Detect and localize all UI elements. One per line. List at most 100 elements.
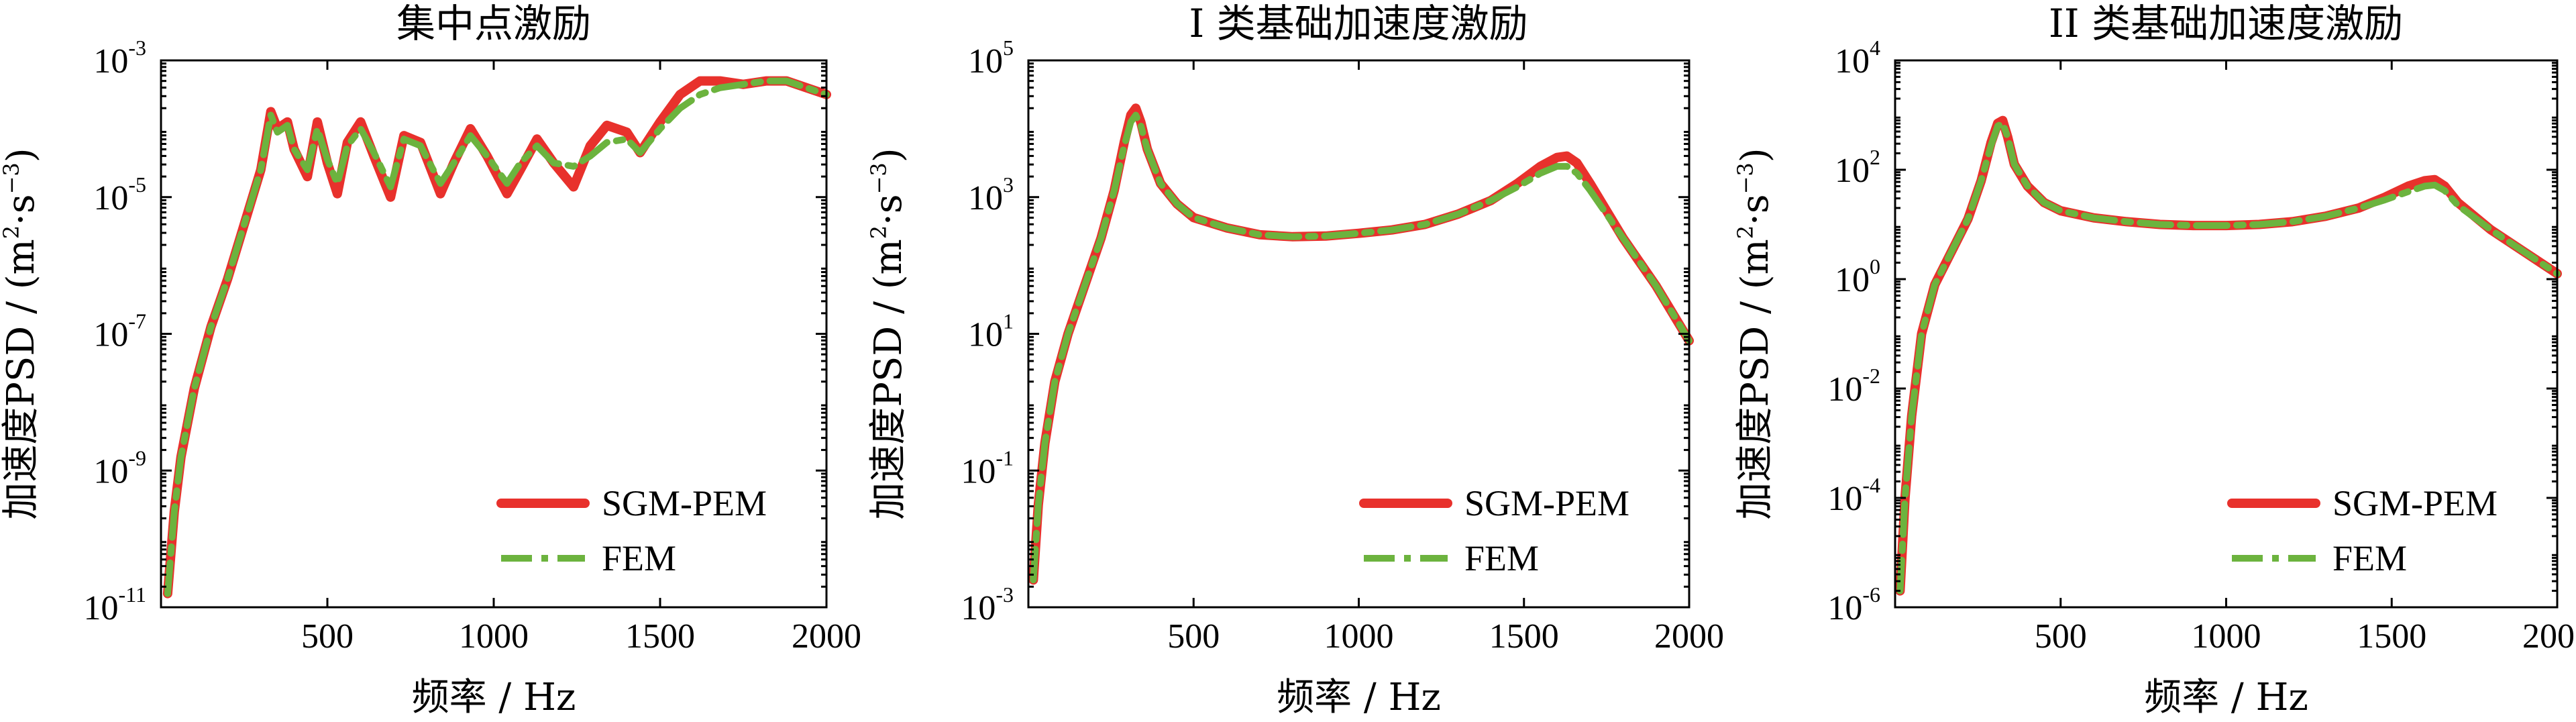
y-label-sup-2: −3	[866, 162, 892, 194]
y-tick-base: 10	[961, 589, 996, 627]
x-tick-label: 2000	[2522, 617, 2576, 656]
y-tick-base: 10	[93, 452, 128, 491]
y-tick-exponent: 2	[1870, 145, 1880, 169]
y-tick-label: 10-1	[961, 446, 1014, 491]
y-label-sup-1: 2	[1733, 225, 1758, 239]
x-tick-label: 2000	[792, 617, 861, 656]
x-tick-label: 2000	[1654, 617, 1724, 656]
x-axis-label: 频率 / Hz	[2144, 676, 2308, 719]
y-tick-exponent: -3	[996, 582, 1014, 607]
legend: SGM-PEM FEM	[1359, 483, 1629, 578]
y-tick-exponent: -5	[128, 172, 146, 197]
y-tick-exponent: -6	[1862, 582, 1880, 607]
y-tick-label: 105	[968, 36, 1014, 81]
legend: SGM-PEM FEM	[496, 483, 767, 578]
y-label-prefix: 加速度PSD / (m	[0, 239, 43, 519]
x-tick-label: 500	[2035, 617, 2087, 656]
y-label-sup-1: 2	[0, 225, 24, 239]
y-tick-label: 10-3	[961, 582, 1014, 627]
legend: SGM-PEM FEM	[2227, 483, 2498, 578]
y-tick-exponent: 0	[1870, 254, 1880, 278]
y-tick-base: 10	[968, 179, 1003, 217]
y-axis-label: 加速度PSD / (m2·s−3)	[1733, 148, 1777, 519]
chart-title: 集中点激励	[396, 1, 591, 46]
y-label-suffix: )	[0, 148, 43, 162]
y-tick-exponent: -2	[1862, 364, 1880, 388]
y-tick-label: 10-9	[93, 446, 146, 491]
legend-label-fem: FEM	[2332, 538, 2407, 578]
y-tick-base: 10	[968, 42, 1003, 81]
y-tick-exponent: -11	[119, 582, 146, 607]
y-tick-label: 10-3	[93, 36, 146, 81]
x-axis-label: 频率 / Hz	[1277, 676, 1441, 719]
x-tick-label: 500	[301, 617, 354, 656]
y-tick-exponent: -9	[128, 446, 146, 470]
legend-label-fem: FEM	[602, 538, 676, 578]
y-label-prefix: 加速度PSD / (m	[867, 239, 910, 519]
y-label-mid: ·s	[0, 194, 43, 225]
y-tick-base: 10	[1827, 480, 1862, 518]
x-tick-label: 1000	[1324, 617, 1394, 656]
y-label-prefix: 加速度PSD / (m	[1733, 239, 1777, 519]
x-tick-label: 1000	[459, 617, 529, 656]
y-label-sup-2: −3	[1733, 162, 1758, 194]
y-tick-label: 10-6	[1827, 582, 1880, 627]
y-tick-base: 10	[1827, 589, 1862, 627]
y-label-suffix: )	[867, 148, 910, 162]
y-tick-exponent: 1	[1003, 309, 1014, 333]
y-tick-label: 104	[1835, 36, 1880, 81]
y-label-suffix: )	[1733, 148, 1777, 162]
x-tick-label: 1000	[2192, 617, 2261, 656]
y-tick-label: 10-7	[93, 309, 146, 354]
y-tick-base: 10	[1835, 42, 1870, 81]
x-tick-label: 1500	[625, 617, 695, 656]
x-axis-label: 频率 / Hz	[412, 676, 576, 719]
y-tick-base: 10	[1835, 261, 1870, 299]
y-tick-base: 10	[961, 452, 996, 491]
y-tick-base: 10	[968, 316, 1003, 354]
y-label-sup-2: −3	[0, 162, 24, 194]
y-tick-exponent: 5	[1003, 36, 1014, 60]
y-tick-label: 10-5	[93, 172, 146, 217]
y-label-mid: ·s	[867, 194, 910, 225]
y-tick-label: 102	[1835, 145, 1880, 190]
y-tick-label: 10-11	[84, 582, 146, 627]
y-tick-exponent: -1	[996, 446, 1014, 470]
y-tick-label: 10-2	[1827, 364, 1880, 409]
legend-label-fem: FEM	[1464, 538, 1539, 578]
y-tick-base: 10	[1835, 152, 1870, 190]
x-tick-label: 500	[1167, 617, 1220, 656]
legend-label-sgm-pem: SGM-PEM	[2332, 483, 2498, 523]
y-axis-label: 加速度PSD / (m2·s−3)	[866, 148, 910, 519]
y-tick-exponent: -7	[128, 309, 146, 333]
y-label-mid: ·s	[1733, 194, 1777, 225]
y-tick-base: 10	[93, 179, 128, 217]
legend-label-sgm-pem: SGM-PEM	[602, 483, 767, 523]
y-tick-label: 103	[968, 172, 1014, 217]
series-line-fem	[1030, 111, 1693, 584]
x-tick-label: 1500	[1489, 617, 1559, 656]
y-label-sup-1: 2	[866, 225, 892, 239]
y-tick-label: 10-4	[1827, 473, 1880, 518]
y-tick-label: 101	[968, 309, 1014, 354]
y-tick-exponent: 3	[1003, 172, 1014, 197]
y-tick-base: 10	[1827, 370, 1862, 409]
chart-title: I 类基础加速度激励	[1189, 1, 1527, 46]
y-tick-base: 10	[84, 589, 119, 627]
legend-label-sgm-pem: SGM-PEM	[1464, 483, 1629, 523]
y-tick-exponent: -4	[1862, 473, 1880, 497]
y-tick-exponent: 4	[1870, 36, 1880, 60]
y-tick-exponent: -3	[128, 36, 146, 60]
y-tick-label: 100	[1835, 254, 1880, 299]
chart-title: II 类基础加速度激励	[2049, 1, 2403, 46]
y-tick-base: 10	[93, 316, 128, 354]
y-axis-label: 加速度PSD / (m2·s−3)	[0, 148, 43, 519]
x-tick-label: 1500	[2357, 617, 2426, 656]
chart-panel-3: II 类基础加速度激励50010001500200010410210010-21…	[1733, 1, 2576, 719]
series-line-fem	[1896, 119, 2561, 595]
series-line-fem	[164, 77, 830, 597]
y-tick-base: 10	[93, 42, 128, 81]
